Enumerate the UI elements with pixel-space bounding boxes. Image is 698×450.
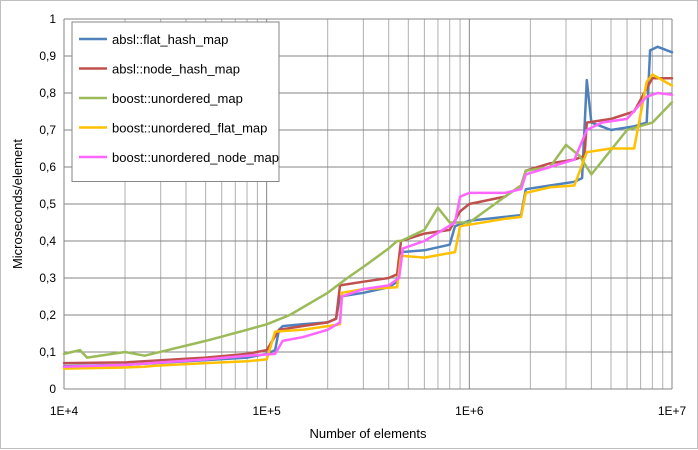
y-tick-label: 0,4 xyxy=(39,234,56,248)
series-line-5 xyxy=(62,91,674,369)
y-tick-label: 0,1 xyxy=(39,345,56,359)
series-line-3 xyxy=(62,101,674,359)
x-tick-label: 1E+7 xyxy=(658,404,687,418)
legend: absl::flat_hash_mapabsl::node_hash_mapbo… xyxy=(71,21,280,182)
y-tick-label: 0,3 xyxy=(39,271,56,285)
legend-label: boost::unordered_flat_map xyxy=(112,121,267,136)
legend-box xyxy=(71,21,280,182)
y-tick-label: 0 xyxy=(49,382,56,396)
legend-label: absl::node_hash_map xyxy=(112,62,240,77)
y-tick-label: 0,6 xyxy=(39,160,56,174)
series-lines xyxy=(62,45,674,370)
legend-label: boost::unordered_map xyxy=(112,91,243,106)
y-tick-label: 0,5 xyxy=(39,197,56,211)
series-line-1 xyxy=(62,45,674,368)
legend-label: boost::unordered_node_map xyxy=(112,150,279,165)
legend-label: absl::flat_hash_map xyxy=(112,32,228,47)
x-tick-label: 1E+6 xyxy=(455,404,484,418)
y-axis-title: Microseconds/element xyxy=(10,139,25,269)
tick-labels: 0 0,1 0,2 0,3 0,4 0,5 0,6 0,7 0,8 0,9 1 1E+4 1E+5 1E+… xyxy=(39,12,686,418)
y-tick-label: 0,8 xyxy=(39,86,56,100)
x-tick-label: 1E+4 xyxy=(50,404,79,418)
axes xyxy=(63,19,672,390)
y-tick-label: 1 xyxy=(49,12,56,26)
y-tick-label: 0,9 xyxy=(39,49,56,63)
x-tick-label: 1E+5 xyxy=(252,404,281,418)
y-tick-label: 0,7 xyxy=(39,123,56,137)
x-axis-title: Number of elements xyxy=(309,426,427,441)
y-tick-label: 0,2 xyxy=(39,308,56,322)
